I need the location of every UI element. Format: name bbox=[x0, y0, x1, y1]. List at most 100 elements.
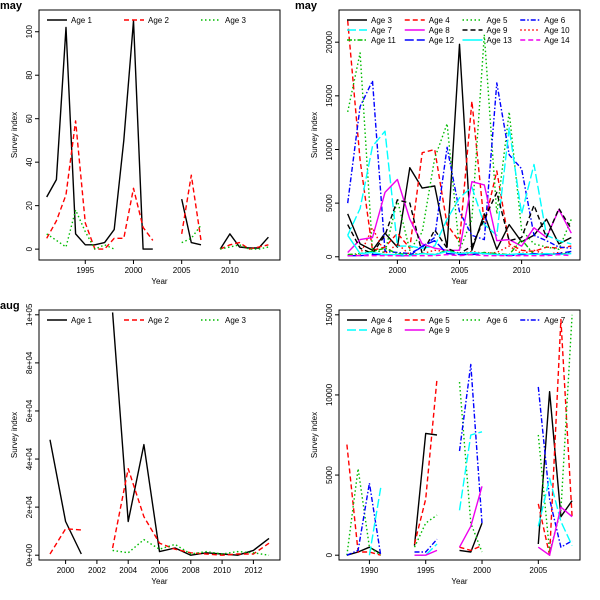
y-axis-label: Survey index bbox=[310, 112, 319, 158]
x-axis-label: Year bbox=[451, 277, 468, 286]
series-line-age-5 bbox=[346, 318, 573, 556]
x-axis-label: Year bbox=[151, 577, 168, 586]
x-tick-label: 2000 bbox=[125, 266, 143, 275]
series-line-age-4 bbox=[346, 391, 573, 556]
legend-entry: Age 3 bbox=[201, 16, 246, 25]
y-tick-label: 0 bbox=[25, 246, 34, 251]
legend-entry: Age 7 bbox=[520, 316, 566, 325]
x-axis-label: Year bbox=[151, 277, 168, 286]
plot-frame bbox=[38, 309, 281, 561]
y-tick-label: 6e+04 bbox=[25, 399, 34, 422]
legend-entry: Age 4 bbox=[347, 316, 392, 325]
x-tick-label: 2000 bbox=[473, 566, 491, 575]
legend-label: Age 13 bbox=[487, 36, 513, 45]
legend-label: Age 2 bbox=[148, 16, 169, 25]
y-axis-label: Survey index bbox=[10, 412, 19, 458]
series-line-age-1 bbox=[49, 312, 270, 556]
x-axis-label: Year bbox=[451, 577, 468, 586]
y-tick-label: 5000 bbox=[325, 194, 334, 212]
y-tick-label: 5000 bbox=[325, 466, 334, 484]
x-tick-label: 2006 bbox=[151, 566, 169, 575]
legend-entry: Age 3 bbox=[201, 316, 246, 325]
legend-label: Age 6 bbox=[487, 316, 508, 325]
series-line-age-2 bbox=[46, 120, 269, 250]
y-tick-label: 10000 bbox=[325, 383, 334, 406]
legend-entry: Age 9 bbox=[404, 326, 450, 335]
x-tick-label: 2010 bbox=[213, 566, 231, 575]
legend: Age 1 Age 2 Age 3 bbox=[47, 16, 246, 25]
legend-label: Age 6 bbox=[544, 16, 565, 25]
series-line-age-9 bbox=[414, 486, 573, 556]
legend-label: Age 8 bbox=[371, 326, 392, 335]
series-line-age-3 bbox=[347, 43, 572, 251]
y-axis-label: Survey index bbox=[310, 412, 319, 458]
y-tick-label: 10000 bbox=[325, 138, 334, 161]
legend-label: Age 3 bbox=[225, 16, 246, 25]
legend-entry: Age 12 bbox=[404, 36, 455, 45]
chart-panel-3: aug 2000 2002 2004 2006 2008 2010 2012 0e+00 2e+0… bbox=[0, 300, 281, 586]
legend-label: Age 8 bbox=[429, 26, 450, 35]
y-tick-label: 0e+00 bbox=[25, 543, 34, 566]
x-tick-label: 2012 bbox=[244, 566, 262, 575]
legend-label: Age 4 bbox=[371, 316, 392, 325]
series-group bbox=[346, 314, 573, 556]
x-tick-label: 2000 bbox=[57, 566, 75, 575]
x-tick-label: 2002 bbox=[88, 566, 106, 575]
x-tick-label: 2005 bbox=[529, 566, 547, 575]
x-tick-label: 2000 bbox=[388, 266, 406, 275]
x-tick-label: 2005 bbox=[173, 266, 191, 275]
series-line-age-6 bbox=[347, 80, 572, 255]
legend-label: Age 9 bbox=[429, 326, 450, 335]
legend-entry: Age 9 bbox=[462, 26, 508, 35]
legend-entry: Age 13 bbox=[462, 36, 513, 45]
series-line-age-5 bbox=[347, 34, 572, 254]
y-tick-label: 1e+05 bbox=[25, 303, 34, 326]
legend-label: Age 3 bbox=[371, 16, 392, 25]
y-tick-label: 8e+04 bbox=[25, 351, 34, 374]
y-tick-label: 60 bbox=[25, 114, 34, 123]
legend-entry: Age 1 bbox=[47, 316, 92, 325]
legend-entry: Age 2 bbox=[124, 16, 169, 25]
x-tick-label: 2004 bbox=[119, 566, 137, 575]
legend-label: Age 10 bbox=[544, 26, 570, 35]
legend-entry: Age 6 bbox=[520, 16, 566, 25]
chart-panel-2: may 2000 2005 2010 0 5000 10000 15000 20000 Year S… bbox=[295, 0, 581, 286]
panel-title: aug bbox=[0, 300, 20, 312]
legend-entry: Age 7 bbox=[347, 26, 392, 35]
chart-panel-1: may 1995 2000 2005 2010 0 20 40 60 80 100 Year Surve… bbox=[0, 0, 281, 286]
legend-entry: Age 8 bbox=[404, 26, 450, 35]
y-tick-label: 40 bbox=[25, 157, 34, 166]
legend-entry: Age 1 bbox=[47, 16, 92, 25]
x-tick-label: 2010 bbox=[221, 266, 239, 275]
legend-entry: Age 8 bbox=[347, 326, 392, 335]
legend-label: Age 7 bbox=[544, 316, 565, 325]
legend-label: Age 9 bbox=[487, 26, 508, 35]
y-tick-label: 0 bbox=[325, 254, 334, 259]
legend-label: Age 11 bbox=[371, 36, 396, 45]
series-line-age-7 bbox=[347, 127, 572, 249]
series-line-age-7 bbox=[346, 363, 573, 556]
plot-frame bbox=[38, 9, 281, 261]
y-tick-label: 80 bbox=[25, 70, 34, 79]
series-line-age-3 bbox=[112, 538, 270, 556]
legend-entry: Age 3 bbox=[347, 16, 392, 25]
series-line-age-8 bbox=[347, 178, 572, 253]
series-line-age-14 bbox=[347, 253, 572, 257]
panel-title: may bbox=[0, 0, 23, 12]
legend-entry: Age 5 bbox=[404, 316, 450, 325]
series-line-age-3 bbox=[46, 209, 269, 250]
legend-label: Age 2 bbox=[148, 316, 169, 325]
legend-entry: Age 2 bbox=[124, 316, 169, 325]
y-tick-label: 15000 bbox=[325, 303, 334, 326]
series-line-age-2 bbox=[49, 468, 270, 556]
legend-entry: Age 14 bbox=[520, 36, 570, 45]
legend-label: Age 4 bbox=[429, 16, 450, 25]
x-tick-label: 2010 bbox=[513, 266, 531, 275]
y-tick-label: 2e+04 bbox=[25, 495, 34, 518]
chart-panel-4: 1990 1995 2000 2005 0 5000 10000 15000 Year Surve… bbox=[310, 303, 581, 586]
y-tick-label: 0 bbox=[325, 552, 334, 557]
series-line-age-13 bbox=[347, 234, 572, 257]
x-tick-label: 2005 bbox=[451, 266, 469, 275]
